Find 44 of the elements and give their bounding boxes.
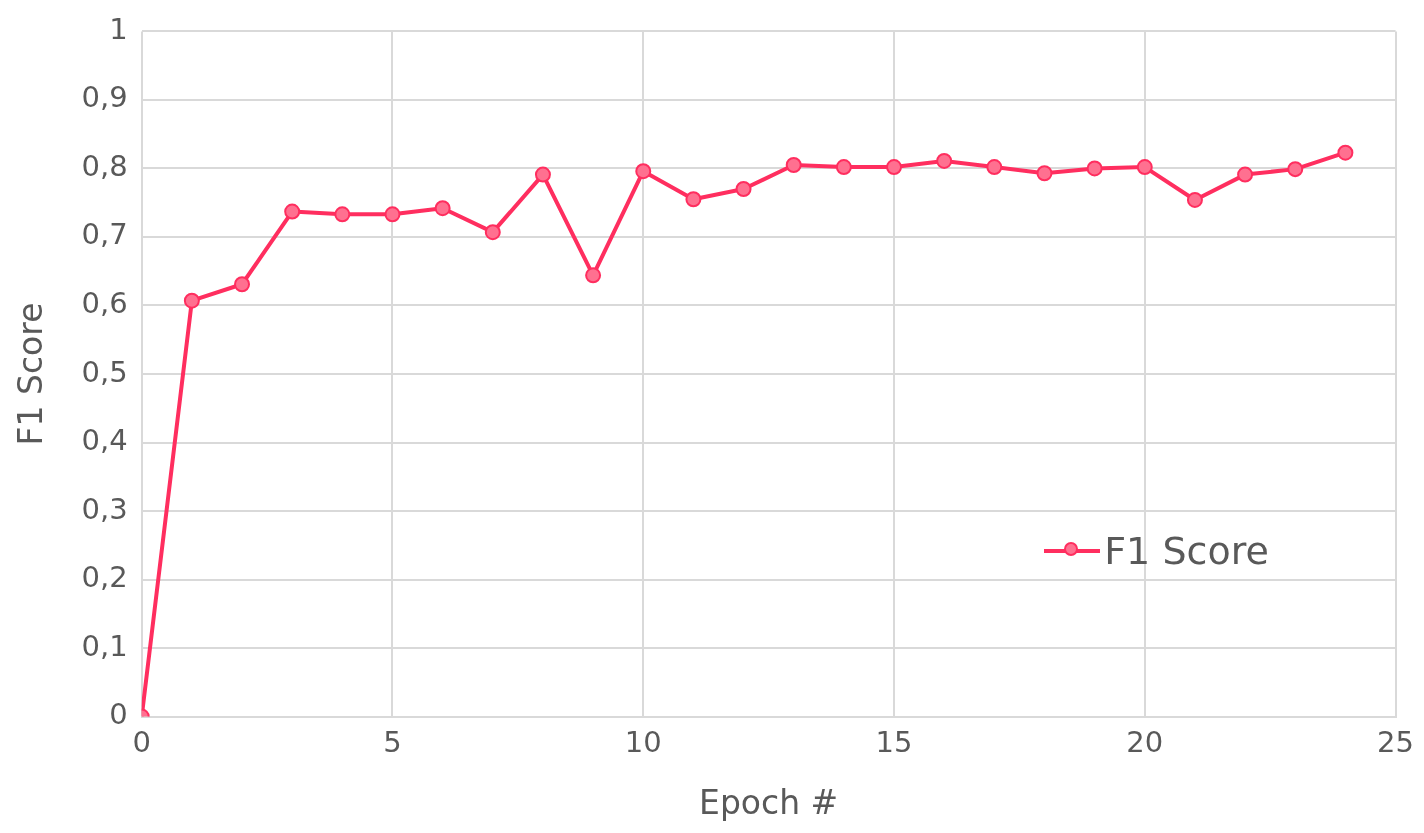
point: [534, 166, 551, 183]
y-tick-label: 0,9: [81, 80, 128, 115]
y-tick-label: 0,1: [81, 628, 128, 663]
x-tick-label: 20: [1126, 724, 1164, 759]
y-axis-title: F1 Score: [11, 302, 51, 446]
x-tick-label: 5: [383, 724, 402, 759]
point: [735, 181, 752, 197]
point: [183, 292, 200, 309]
y-tick-label: 0,6: [81, 286, 128, 321]
point: [1036, 165, 1053, 182]
point: [1136, 159, 1153, 176]
y-tick-label: 0,4: [81, 423, 128, 458]
point: [1186, 191, 1203, 208]
point: [334, 206, 351, 223]
point: [1337, 144, 1354, 161]
point: [1287, 161, 1304, 178]
y-tick-label: 0,3: [81, 491, 128, 526]
x-tick-label: 0: [132, 724, 151, 759]
y-tick-label: 0,8: [81, 148, 128, 183]
point: [384, 206, 401, 223]
y-tick-label: 0: [109, 697, 128, 732]
x-tick-label: 15: [875, 724, 913, 759]
point: [635, 163, 652, 180]
point: [484, 224, 501, 241]
legend-label: F1 Score: [1104, 529, 1269, 574]
point: [986, 159, 1003, 176]
point: [585, 267, 602, 284]
x-tick-label: 25: [1377, 724, 1414, 759]
point: [1086, 160, 1103, 177]
y-tick-label: 0,5: [81, 354, 128, 389]
y-tick-label: 1: [109, 11, 128, 46]
point: [886, 159, 903, 176]
point: [835, 159, 852, 176]
point: [434, 200, 451, 217]
point: [936, 152, 953, 169]
point: [284, 203, 301, 220]
point: [1237, 166, 1254, 183]
x-axis-title: Epoch #: [699, 782, 839, 822]
point: [234, 276, 251, 293]
y-tick-label: 0,7: [81, 217, 128, 252]
point: [685, 191, 702, 208]
y-tick-label: 0,2: [81, 560, 128, 595]
point: [785, 157, 802, 174]
x-tick-label: 10: [624, 724, 662, 759]
